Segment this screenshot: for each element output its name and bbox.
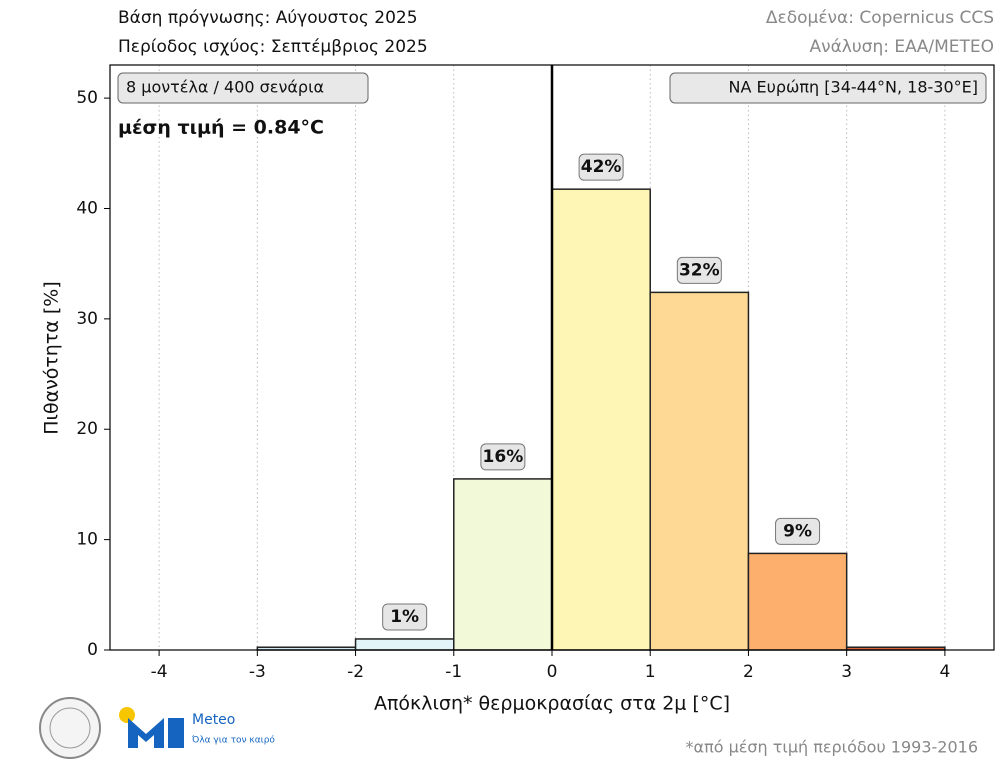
value-label: 42% <box>581 157 622 177</box>
bar <box>747 552 848 651</box>
x-tick-label: 0 <box>547 662 558 682</box>
x-tick-label: 2 <box>743 662 754 682</box>
annotation: ΝΑ Ευρώπη [34-44°N, 18-30°E] <box>729 78 979 97</box>
y-tick-label: 50 <box>76 88 98 108</box>
bar <box>354 638 455 651</box>
annotation-box <box>669 72 987 104</box>
x-tick-label: 3 <box>841 662 852 682</box>
logo-name: Meteo <box>192 712 235 728</box>
annotation-box <box>117 72 369 104</box>
value-label: 9% <box>783 521 812 541</box>
annotation: μέση τιμή = 0.84°C <box>118 117 324 139</box>
header-text: Δεδομένα: Copernicus CCS <box>766 8 994 28</box>
header-text: Ανάλυση: ΕΑΑ/METEO <box>809 37 994 57</box>
x-tick-label: -4 <box>151 662 168 682</box>
label-box <box>382 603 428 631</box>
y-tick-label: 40 <box>76 198 98 218</box>
label-box <box>578 153 624 181</box>
logo-tagline: Όλα για τον καιρό <box>191 735 275 746</box>
bar <box>453 478 553 651</box>
label-box <box>676 256 722 284</box>
x-tick-label: 4 <box>939 662 950 682</box>
label-box <box>775 517 821 545</box>
plot-frame <box>109 64 995 651</box>
x-axis-label: Απόκλιση* θερμοκρασίας στα 2μ [°C] <box>374 693 730 715</box>
footnote: *από μέση τιμή περιόδου 1993-2016 <box>686 738 978 757</box>
header-text: Βάση πρόγνωσης: Αύγουστος 2025 <box>118 8 418 28</box>
y-tick-label: 10 <box>76 530 98 550</box>
logos: Meteo Όλα για τον καιρό <box>39 697 275 759</box>
y-tick-label: 30 <box>76 309 98 329</box>
y-tick-label: 20 <box>76 419 98 439</box>
y-tick-label: 0 <box>87 640 98 660</box>
x-tick-label: 1 <box>645 662 656 682</box>
header-text: Περίοδος ισχύος: Σεπτέμβριος 2025 <box>118 37 428 57</box>
y-axis-label: Πιθανότητα [%] <box>41 281 63 434</box>
x-tick-label: -1 <box>445 662 462 682</box>
label-box <box>480 443 526 471</box>
value-label: 16% <box>483 447 524 467</box>
bar <box>551 188 651 651</box>
x-tick-label: -3 <box>249 662 266 682</box>
x-tick-label: -2 <box>347 662 364 682</box>
value-label: 1% <box>390 607 419 627</box>
annotation: 8 μοντέλα / 400 σενάρια <box>126 78 324 97</box>
value-label: 32% <box>679 260 720 280</box>
bar <box>649 291 750 651</box>
